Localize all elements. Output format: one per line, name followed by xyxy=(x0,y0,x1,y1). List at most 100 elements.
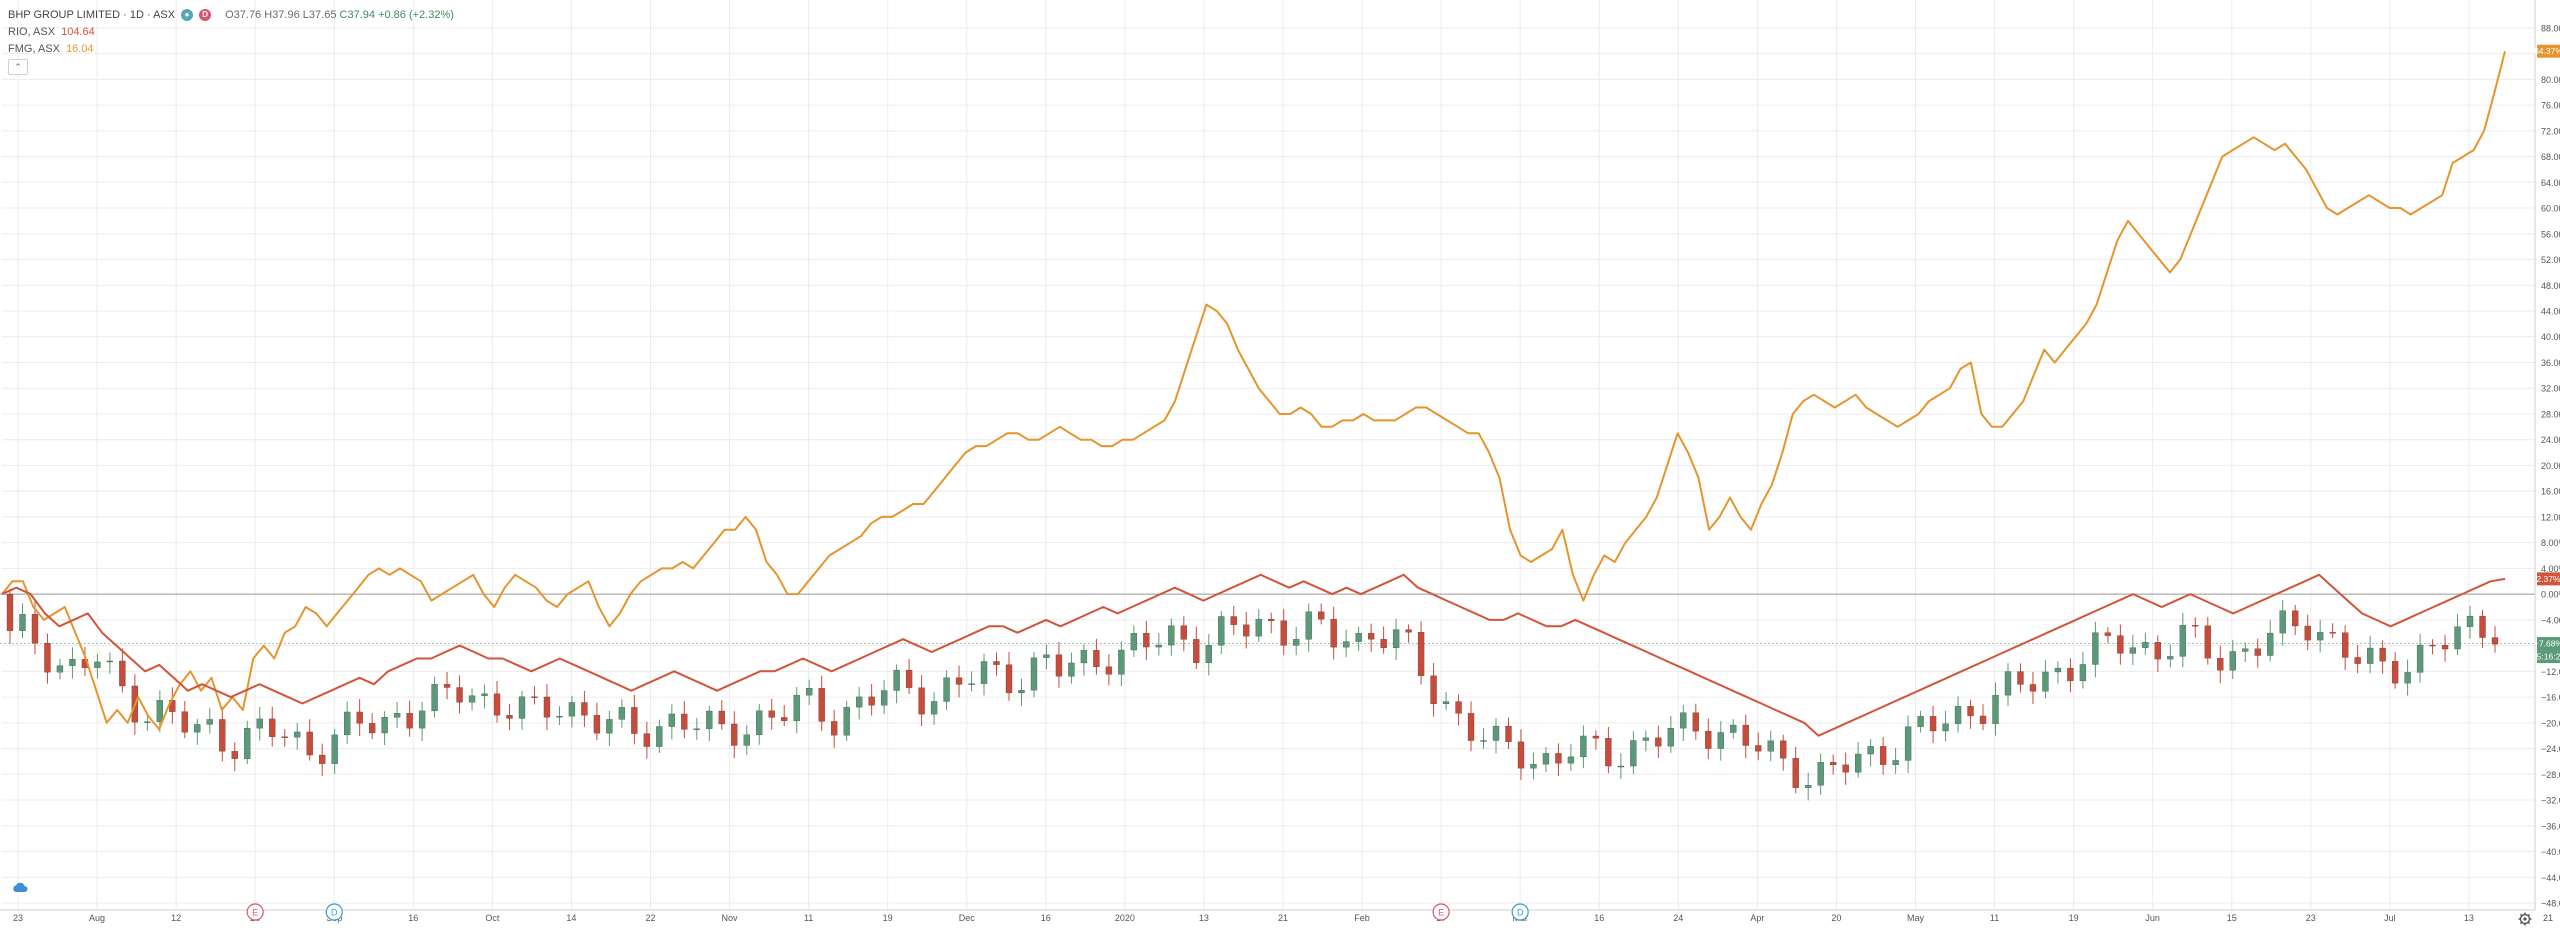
bhp-candle xyxy=(1655,725,1662,759)
bhp-candle xyxy=(2292,604,2299,636)
x-tick-label: Apr xyxy=(1750,913,1764,923)
bhp-candle xyxy=(843,700,850,741)
x-tick-label: Oct xyxy=(485,913,500,923)
candle-body xyxy=(431,684,438,712)
bhp-candle xyxy=(181,701,188,739)
bhp-candle xyxy=(106,652,114,674)
candle-body xyxy=(1717,732,1724,749)
candle-body xyxy=(1517,741,1525,769)
candle-body xyxy=(2054,667,2062,673)
low-value: L37.65 xyxy=(302,8,337,21)
candle-body xyxy=(1105,666,1113,675)
candle-body xyxy=(1467,713,1475,741)
candle-body xyxy=(306,731,313,756)
bhp-candle xyxy=(1730,719,1737,739)
earnings-marker[interactable]: E xyxy=(1432,903,1450,921)
bhp-candle xyxy=(294,723,301,750)
bhp-candle xyxy=(1080,644,1088,676)
dividend-marker[interactable]: D xyxy=(1511,903,1529,921)
candle-body xyxy=(2304,625,2311,641)
candle-body xyxy=(1879,746,1887,765)
candle-body xyxy=(418,710,426,729)
symbol-title[interactable]: BHP GROUP LIMITED · 1D · ASX xyxy=(8,8,176,21)
candle-body xyxy=(993,661,1000,665)
candle-body xyxy=(706,710,713,729)
candle-body xyxy=(19,614,26,631)
bhp-candle xyxy=(6,588,14,644)
cloud-icon[interactable] xyxy=(12,880,28,898)
rio-price-label: 2.37% xyxy=(2536,572,2560,586)
candle-body xyxy=(980,661,988,684)
settings-gear-icon[interactable] xyxy=(2518,912,2532,931)
bhp-candle xyxy=(1642,730,1650,752)
candle-body xyxy=(2142,642,2149,648)
eye-icon[interactable]: ● xyxy=(181,8,194,21)
marker-letter: E xyxy=(1438,908,1444,918)
x-tick-label: May xyxy=(1907,913,1925,923)
candle-body xyxy=(1755,745,1762,752)
bhp-candle xyxy=(1755,732,1762,761)
candle-body xyxy=(2104,632,2112,636)
bhp-candle xyxy=(144,715,151,731)
candle-body xyxy=(1030,657,1038,691)
earnings-marker[interactable]: E xyxy=(246,903,264,921)
x-tick-label: 22 xyxy=(645,913,655,923)
bhp-candle xyxy=(568,695,576,728)
legend-rio-row[interactable]: RIO, ASX 104.64 xyxy=(8,23,454,40)
candle-body xyxy=(1580,735,1587,758)
candle-body xyxy=(905,669,913,688)
legend-main-row[interactable]: BHP GROUP LIMITED · 1D · ASX ● D O37.76 … xyxy=(8,6,454,23)
bhp-candle xyxy=(1717,721,1724,761)
candle-body xyxy=(44,642,51,673)
x-tick-label: 16 xyxy=(408,913,418,923)
y-tick-label: −40.00% xyxy=(2541,847,2560,857)
bhp-candle xyxy=(1842,752,1849,785)
bhp-candle xyxy=(1243,611,1250,649)
candle-body xyxy=(106,660,114,663)
x-tick-label: 13 xyxy=(1199,913,1209,923)
candle-body xyxy=(1455,701,1462,714)
bhp-candle xyxy=(443,672,451,700)
bhp-candle xyxy=(331,728,338,774)
candle-body xyxy=(2154,642,2161,660)
bhp-candle xyxy=(1979,704,1987,731)
candle-body xyxy=(1655,737,1662,747)
bhp-candle xyxy=(2167,644,2174,668)
collapse-legend-button[interactable]: ⌃ xyxy=(8,59,28,75)
bhp-candle xyxy=(481,684,488,709)
bhp-candle xyxy=(1305,603,1312,652)
marker-circle xyxy=(1511,903,1529,921)
dividend-icon[interactable]: D xyxy=(199,8,212,21)
price-axis[interactable]: 88.00%84.00%80.00%76.00%72.00%68.00%64.0… xyxy=(2534,0,2560,910)
bhp-candle xyxy=(2229,639,2236,680)
candle-body xyxy=(1205,644,1212,663)
bhp-candle xyxy=(344,701,351,744)
candle-body xyxy=(1854,753,1862,773)
x-tick-label: Jul xyxy=(2384,913,2396,923)
bhp-candle xyxy=(1817,753,1824,795)
candle-body xyxy=(2229,651,2236,671)
candle-body xyxy=(731,723,738,746)
bhp-candle xyxy=(768,698,775,730)
legend-fmg-row[interactable]: FMG, ASX 16.04 xyxy=(8,40,454,57)
x-tick-label: 12 xyxy=(171,913,181,923)
bhp-candle xyxy=(930,692,938,725)
candle-body xyxy=(2404,672,2411,684)
dividend-marker[interactable]: D xyxy=(325,903,343,921)
y-tick-label: 8.00% xyxy=(2541,538,2560,548)
x-tick-label: 19 xyxy=(883,913,893,923)
bhp-candle xyxy=(69,647,76,679)
candle-body xyxy=(1280,620,1287,646)
candle-body xyxy=(1992,695,1999,724)
y-tick-label: 40.00% xyxy=(2541,332,2560,342)
candle-body xyxy=(806,688,813,696)
y-tick-label: −20.00% xyxy=(2541,718,2560,728)
bhp-candle xyxy=(1005,651,1013,701)
candle-body xyxy=(1068,662,1075,677)
bhp-candle xyxy=(2029,671,2037,705)
bhp-candle xyxy=(2466,605,2474,639)
bhp-candle xyxy=(356,699,363,737)
bhp-candle xyxy=(531,686,538,705)
x-tick-label: 19 xyxy=(2069,913,2079,923)
